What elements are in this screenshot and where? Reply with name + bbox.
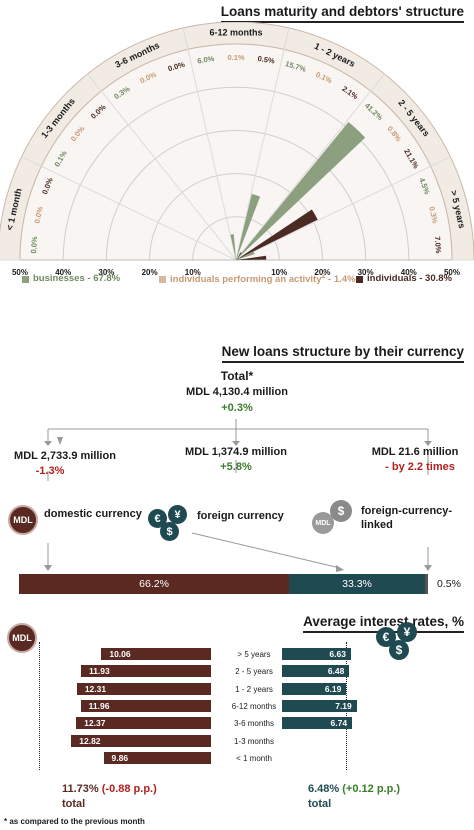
polar-spoke xyxy=(235,27,290,261)
mdl-total-label: total xyxy=(62,798,86,810)
currency-structure-title: New loans structure by their currency xyxy=(221,344,464,363)
foreign-amount: MDL 1,374.9 million xyxy=(185,446,287,458)
polar-bar xyxy=(236,209,318,260)
polar-spoke xyxy=(87,73,237,261)
mdl-rate-bar: 9.86 xyxy=(103,751,211,764)
share-linked-label: 0.5% xyxy=(437,578,461,590)
interest-rates-chart: > 5 years 10.06 6.63 2 - 5 years 11.93 6.48 1 … xyxy=(0,642,474,772)
rate-category-label: 2 - 5 years xyxy=(235,667,273,677)
polar-tick-right: 30% xyxy=(358,268,374,277)
mdl-rate-bar: 11.93 xyxy=(80,665,211,678)
polar-tick-right: 40% xyxy=(401,268,417,277)
polar-spoke xyxy=(21,156,237,261)
legend-swatch-individuals xyxy=(356,276,363,283)
polar-value-label: 0.3% xyxy=(427,206,440,225)
polar-tick-left: 10% xyxy=(185,268,201,277)
polar-bar xyxy=(236,251,255,260)
foreign-rate-bar: 6.48 xyxy=(282,665,350,678)
polar-tick-left: 30% xyxy=(98,268,114,277)
legend-businesses: businesses - 67.8% xyxy=(33,273,121,284)
currency-tree-lines xyxy=(44,419,432,572)
polar-tick-right: 20% xyxy=(314,268,330,277)
polar-bar xyxy=(236,255,267,260)
polar-tick-right: 50% xyxy=(444,268,460,277)
foreign-rate-bar: 6.74 xyxy=(282,717,353,730)
polar-tick-left: 20% xyxy=(142,268,158,277)
polar-value-label: 6.0% xyxy=(197,54,216,65)
polar-grid-ring xyxy=(105,129,367,261)
foreign-change: +5.8% xyxy=(220,461,252,473)
polar-bar xyxy=(236,122,366,260)
polar-value-label: 0.0% xyxy=(32,205,45,224)
linked-label: foreign-currency-linked xyxy=(361,505,453,531)
polar-outer-ring xyxy=(19,43,453,261)
legend-swatch-businesses xyxy=(22,276,29,283)
foreign-rate-bar: 6.63 xyxy=(282,648,351,660)
polar-bar xyxy=(236,194,261,260)
footnote: * as compared to the previous month xyxy=(4,817,145,826)
foreign-total: 6.48% (+0.12 p.p.) xyxy=(308,783,401,795)
legend-swatch-individuals-activity xyxy=(159,276,166,283)
domestic-label: domestic currency xyxy=(44,508,142,520)
total-amount: MDL 4,130.4 million xyxy=(186,386,288,398)
rate-category-label: 1-3 months xyxy=(233,736,275,746)
euro-yen-dollar-icon: € ¥ $ xyxy=(148,505,192,541)
rate-category-label: < 1 month xyxy=(236,753,272,763)
rates-foreign-icon: € ¥ $ xyxy=(376,622,422,662)
maturity-chart-title: Loans maturity and debtors' structure xyxy=(220,4,464,23)
polar-value-label: 0.5% xyxy=(257,54,276,65)
polar-area xyxy=(20,44,452,260)
rate-category-label: 3-6 months xyxy=(233,719,275,729)
polar-tick-left: 50% xyxy=(12,268,28,277)
rate-category-label: 6-12 months xyxy=(231,701,277,711)
polar-value-label: 0.1% xyxy=(227,53,244,62)
share-linked-bar xyxy=(424,574,428,594)
linked-change: - by 2.2 times xyxy=(385,461,455,473)
foreign-total-label: total xyxy=(308,798,332,810)
polar-spoke xyxy=(182,27,237,261)
domestic-amount: MDL 2,733.9 million xyxy=(14,450,116,462)
mdl-dollar-icon: MDL $ xyxy=(312,500,356,536)
mdl-rate-bar: 12.82 xyxy=(71,734,211,747)
foreign-rate-bar: 6.19 xyxy=(282,682,347,695)
polar-spoke xyxy=(235,156,451,261)
foreign-label: foreign currency xyxy=(197,510,284,522)
mdl-coin-icon: MDL xyxy=(8,505,38,535)
maturity-legend: businesses - 67.8% individuals performin… xyxy=(22,272,472,288)
domestic-change: -1.3% xyxy=(35,465,65,477)
share-domestic: 66.2% xyxy=(19,574,290,594)
polar-grid-ring xyxy=(62,86,410,261)
mdl-rate-bar: 12.31 xyxy=(76,682,211,695)
rates-mdl-icon: MDL xyxy=(7,623,37,653)
share-foreign: 33.3% xyxy=(289,574,425,594)
polar-bar xyxy=(236,252,242,260)
total-change: +0.3% xyxy=(221,402,253,414)
polar-spoke xyxy=(235,73,385,261)
polar-bar xyxy=(236,257,239,260)
mdl-total: 11.73% (-0.88 p.p.) xyxy=(62,783,157,795)
polar-category-label: 6-12 months xyxy=(209,27,262,37)
legend-individuals: individuals - 30.8% xyxy=(367,273,452,284)
rate-category-label: 1 - 2 years xyxy=(235,684,273,694)
mdl-total-line xyxy=(39,642,40,770)
foreign-rate-bar: 7.19 xyxy=(282,699,357,712)
currency-share-bar: 66.2% 33.3% xyxy=(19,574,428,594)
polar-bar xyxy=(230,234,236,260)
legend-individuals-activity: individuals performing an activity2 - 1.… xyxy=(170,273,356,286)
linked-amount: MDL 21.6 million xyxy=(371,446,459,458)
polar-tick-left: 40% xyxy=(55,268,71,277)
total-label: Total* xyxy=(220,369,254,383)
polar-value-label: 0.0% xyxy=(29,236,39,254)
mdl-rate-bar: 12.37 xyxy=(76,717,211,730)
rate-category-label: > 5 years xyxy=(237,650,271,659)
polar-tick-right: 10% xyxy=(271,268,287,277)
polar-bar xyxy=(235,258,236,260)
mdl-rate-bar: 10.06 xyxy=(101,648,211,660)
mdl-rate-bar: 11.96 xyxy=(80,699,211,712)
polar-value-label: 7.0% xyxy=(433,236,443,254)
